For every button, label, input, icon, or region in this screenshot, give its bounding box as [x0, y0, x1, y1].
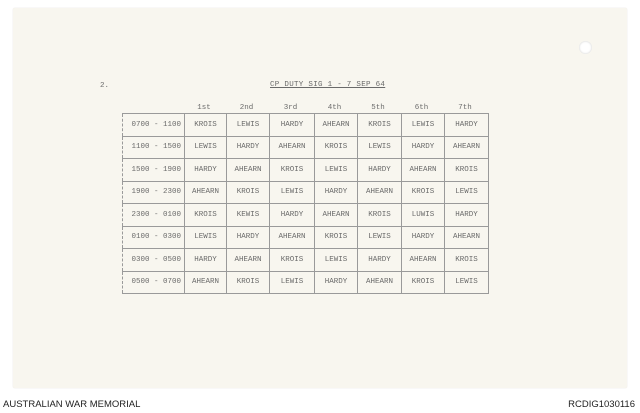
duty-cell: HARDY — [357, 248, 402, 272]
duty-cell: KROIS — [357, 113, 402, 137]
duty-cell: HARDY — [226, 225, 270, 249]
duty-cell: LEWIS — [184, 135, 227, 159]
duty-cell: LEWIS — [314, 248, 358, 272]
duty-cell: AHEARN — [184, 180, 227, 204]
table-row: 0300 - 0500 HARDY AHEARN KROIS LEWIS HARDY AHE… — [122, 248, 489, 272]
duty-cell: LEWIS — [184, 225, 227, 249]
time-slot: 0500 - 0700 — [122, 270, 185, 294]
duty-cell: HARDY — [184, 158, 227, 182]
duty-cell: KROIS — [226, 180, 270, 204]
duty-cell: HARDY — [269, 113, 315, 137]
duty-cell: HARDY — [226, 135, 270, 159]
duty-cell: LEWIS — [314, 158, 358, 182]
time-slot: 1100 - 1500 — [122, 135, 185, 159]
day-header: 1st — [197, 104, 211, 112]
duty-cell: LEWIS — [444, 270, 489, 294]
duty-cell: KROIS — [269, 158, 315, 182]
duty-cell: HARDY — [184, 248, 227, 272]
duty-cell: KROIS — [401, 270, 445, 294]
duty-cell: AHEARN — [444, 135, 489, 159]
duty-cell: KROIS — [401, 180, 445, 204]
page-number: 2. — [100, 82, 110, 90]
table-row: 0100 - 0300 LEWIS HARDY AHEARN KROIS LEWIS HAR… — [122, 225, 489, 249]
duty-cell: HARDY — [401, 225, 445, 249]
duty-cell: KROIS — [314, 135, 358, 159]
table-row: 1900 - 2300 AHEARN KROIS LEWIS HARDY AHEARN KR… — [122, 180, 489, 204]
duty-cell: HARDY — [314, 180, 358, 204]
table-row: 1500 - 1900 HARDY AHEARN KROIS LEWIS HARDY AHE… — [122, 158, 489, 182]
duty-cell: HARDY — [444, 203, 489, 227]
day-header: 6th — [414, 104, 429, 112]
day-header: 7th — [458, 104, 472, 112]
time-slot: 2300 - 0100 — [122, 203, 185, 227]
duty-cell: AHEARN — [444, 225, 489, 249]
duty-cell: KROIS — [269, 248, 315, 272]
day-header: 3rd — [283, 104, 298, 112]
record-id: RCDIG1030116 — [568, 399, 635, 410]
table-row: 1100 - 1500 LEWIS HARDY AHEARN KROIS LEWIS HAR… — [122, 135, 489, 159]
punch-hole — [579, 41, 592, 54]
duty-cell: KEWIS — [226, 203, 270, 227]
table-row: 0500 - 0700 AHEARN KROIS LEWIS HARDY AHEARN KR… — [122, 270, 489, 294]
day-header: 4th — [327, 104, 342, 112]
duty-cell: LEWIS — [357, 135, 402, 159]
duty-cell: AHEARN — [401, 158, 445, 182]
duty-cell: HARDY — [444, 113, 489, 137]
time-slot: 0100 - 0300 — [122, 225, 185, 249]
duty-cell: AHEARN — [357, 270, 402, 294]
duty-cell: AHEARN — [314, 203, 358, 227]
duty-cell: KROIS — [226, 270, 270, 294]
duty-cell: LEWIS — [357, 225, 402, 249]
duty-cell: LUWIS — [401, 203, 445, 227]
time-slot: 1500 - 1900 — [122, 158, 185, 182]
duty-cell: LEWIS — [226, 113, 270, 137]
duty-cell: AHEARN — [269, 225, 315, 249]
day-header-row: 1st 2nd 3rd 4th 5th 6th 7th — [183, 104, 487, 112]
duty-cell: HARDY — [401, 135, 445, 159]
duty-cell: AHEARN — [226, 158, 270, 182]
duty-cell: AHEARN — [226, 248, 270, 272]
duty-cell: AHEARN — [184, 270, 227, 294]
duty-cell: LEWIS — [444, 180, 489, 204]
duty-cell: HARDY — [314, 270, 358, 294]
day-header: 5th — [371, 104, 385, 112]
duty-cell: KROIS — [357, 203, 402, 227]
duty-cell: KROIS — [184, 203, 227, 227]
time-slot: 0700 - 1100 — [122, 113, 185, 137]
duty-cell: LEWIS — [269, 270, 315, 294]
day-header: 2nd — [239, 104, 254, 112]
duty-cell: LEWIS — [269, 180, 315, 204]
duty-cell: HARDY — [357, 158, 402, 182]
duty-cell: KROIS — [444, 158, 489, 182]
duty-cell: AHEARN — [357, 180, 402, 204]
duty-cell: AHEARN — [401, 248, 445, 272]
document-title: CP DUTY SIG 1 - 7 SEP 64 — [270, 81, 386, 89]
time-slot: 1900 - 2300 — [122, 180, 185, 204]
table-row: 0700 - 1100 KROIS LEWIS HARDY AHEARN KROIS LEW… — [122, 113, 489, 137]
duty-cell: KROIS — [314, 225, 358, 249]
institution-label: AUSTRALIAN WAR MEMORIAL — [3, 399, 141, 410]
duty-cell: KROIS — [184, 113, 227, 137]
duty-cell: KROIS — [444, 248, 489, 272]
duty-cell: AHEARN — [314, 113, 358, 137]
duty-cell: HARDY — [269, 203, 315, 227]
duty-cell: LEWIS — [401, 113, 445, 137]
table-row: 2300 - 0100 KROIS KEWIS HARDY AHEARN KROIS LUW… — [122, 203, 489, 227]
duty-cell: AHEARN — [269, 135, 315, 159]
duty-roster-table: 0700 - 1100 KROIS LEWIS HARDY AHEARN KROIS LEW… — [122, 113, 489, 294]
time-slot: 0300 - 0500 — [122, 248, 185, 272]
